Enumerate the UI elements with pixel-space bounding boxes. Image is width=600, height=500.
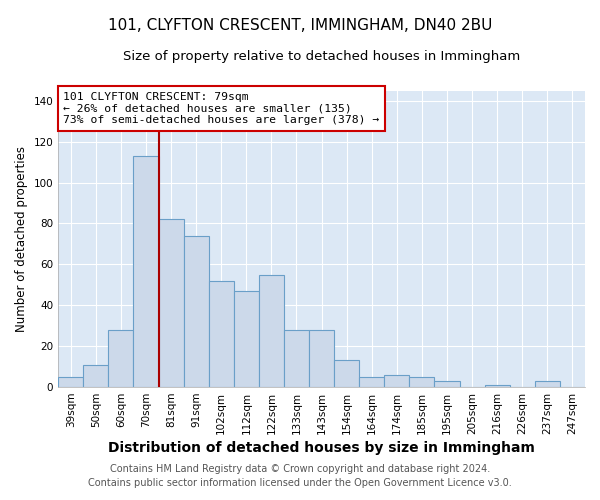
Bar	[158, 220, 184, 387]
Bar	[309, 330, 334, 387]
Bar	[234, 291, 259, 387]
Bar	[109, 330, 133, 387]
Bar	[385, 375, 409, 387]
Bar	[485, 385, 510, 387]
Bar	[334, 360, 359, 387]
Bar	[209, 280, 234, 387]
Text: 101, CLYFTON CRESCENT, IMMINGHAM, DN40 2BU: 101, CLYFTON CRESCENT, IMMINGHAM, DN40 2…	[108, 18, 492, 32]
Bar	[535, 381, 560, 387]
Bar	[184, 236, 209, 387]
Bar	[58, 377, 83, 387]
Title: Size of property relative to detached houses in Immingham: Size of property relative to detached ho…	[123, 50, 520, 63]
Bar	[359, 377, 385, 387]
Bar	[284, 330, 309, 387]
Bar	[83, 364, 109, 387]
Bar	[133, 156, 158, 387]
X-axis label: Distribution of detached houses by size in Immingham: Distribution of detached houses by size …	[108, 441, 535, 455]
Y-axis label: Number of detached properties: Number of detached properties	[15, 146, 28, 332]
Bar	[409, 377, 434, 387]
Bar	[434, 381, 460, 387]
Bar	[259, 274, 284, 387]
Text: Contains HM Land Registry data © Crown copyright and database right 2024.
Contai: Contains HM Land Registry data © Crown c…	[88, 464, 512, 487]
Text: 101 CLYFTON CRESCENT: 79sqm
← 26% of detached houses are smaller (135)
73% of se: 101 CLYFTON CRESCENT: 79sqm ← 26% of det…	[64, 92, 380, 125]
